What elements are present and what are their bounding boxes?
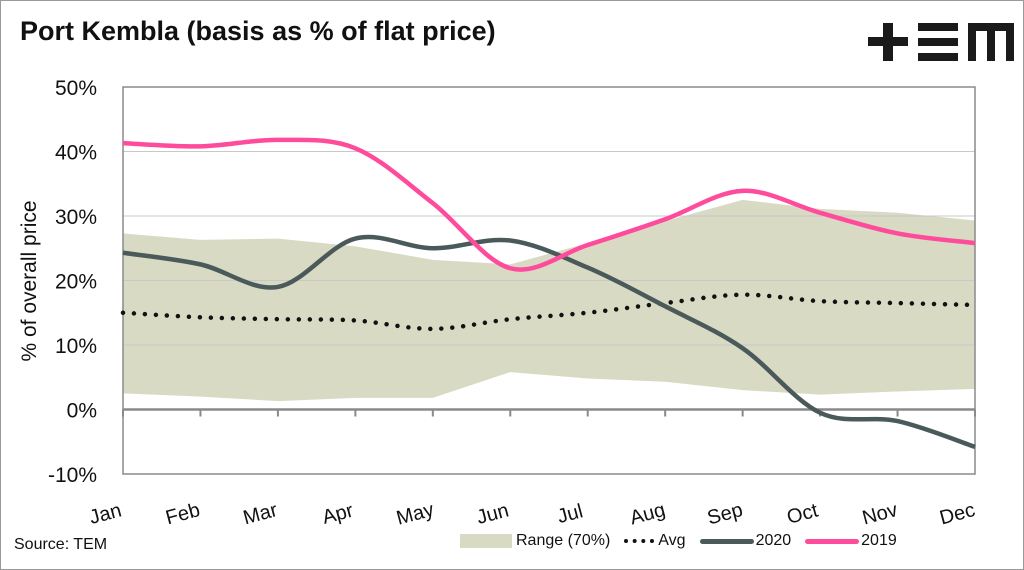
legend-swatch-avg [624,539,655,543]
legend: Range (70%) Avg 2020 2019 [460,532,911,550]
y-tick-label: 10% [55,335,97,358]
x-tick-label: Oct [785,499,821,528]
x-tick-label: Apr [320,499,356,528]
x-tick-label: Aug [628,499,668,529]
x-tick-label: Jun [474,499,511,529]
avg-line [120,292,978,332]
legend-label: Avg [658,532,686,549]
y-tick-label: 20% [55,271,97,294]
x-tick-label: Dec [937,499,977,529]
chart-title: Port Kembla (basis as % of flat price) [20,16,496,46]
y-tick-label: 50% [55,77,97,100]
y-tick-label: -10% [48,464,97,487]
series-2019-line [122,137,976,272]
legend-label: Range (70%) [516,532,611,549]
y-tick-label: 40% [55,142,97,165]
x-tick-label: Jan [87,499,124,529]
x-tick-label: Sep [705,499,745,529]
legend-swatch-2020 [699,538,754,544]
legend-label: 2020 [755,532,792,549]
tem-logo [868,23,1014,61]
x-tick-label: Nov [860,499,900,529]
legend-item-avg: Avg [624,532,686,550]
x-tick-label: Mar [241,499,280,529]
x-tick-label: Feb [163,499,202,529]
legend-item-2020: 2020 [699,532,792,550]
x-tick-label: May [394,499,436,530]
legend-item-2019: 2019 [805,532,897,550]
legend-label: 2019 [861,532,897,549]
legend-item-range: Range (70%) [460,532,610,550]
y-tick-label: 30% [55,206,97,229]
y-axis-label: % of overall price [18,200,41,361]
source-note: Source: TEM [14,536,108,553]
plot-border [122,86,976,475]
y-tick-label: 0% [67,400,97,423]
legend-swatch-range [460,534,512,548]
legend-swatch-2019 [805,538,860,544]
x-tick-label: Jul [555,500,585,528]
